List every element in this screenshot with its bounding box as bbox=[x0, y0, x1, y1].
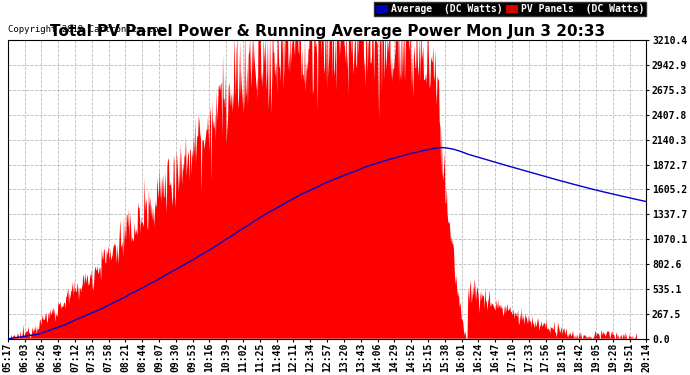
Title: Total PV Panel Power & Running Average Power Mon Jun 3 20:33: Total PV Panel Power & Running Average P… bbox=[50, 24, 604, 39]
Text: Copyright 2019 Cartronics.com: Copyright 2019 Cartronics.com bbox=[8, 26, 164, 34]
Legend: Average  (DC Watts), PV Panels  (DC Watts): Average (DC Watts), PV Panels (DC Watts) bbox=[373, 2, 647, 16]
